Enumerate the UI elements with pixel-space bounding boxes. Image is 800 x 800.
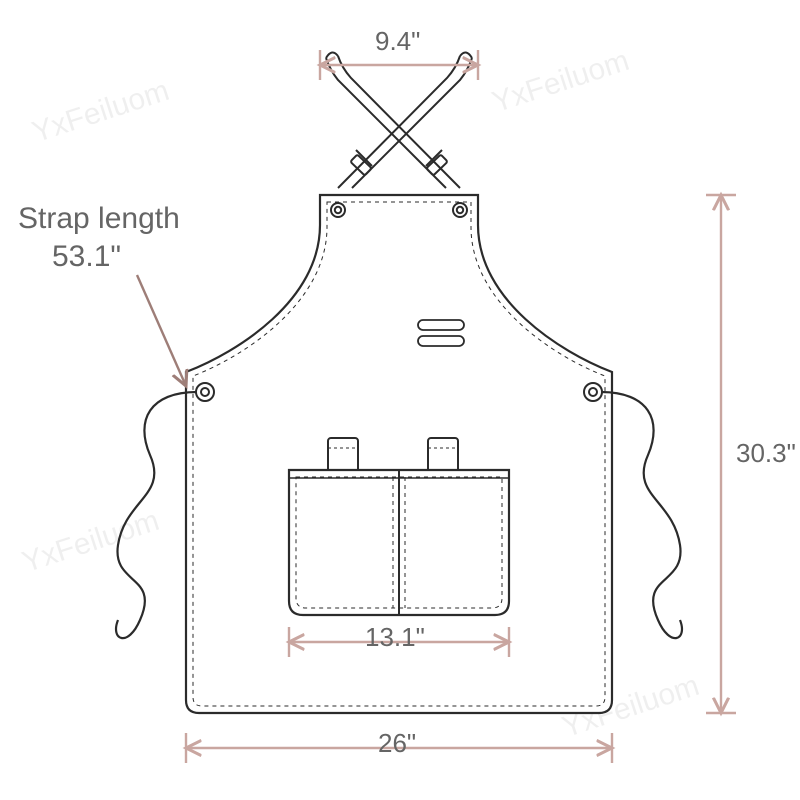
dim-strap-leader [137,275,186,386]
diagram-svg [0,0,800,800]
label-strap-length-line2: 53.1" [18,240,121,273]
label-top-width: 9.4" [375,26,420,57]
label-pocket-width: 13.1" [365,622,425,653]
front-pocket [289,470,509,615]
label-strap-length-line1: Strap length [18,202,180,235]
diagram-stage: YxFeiluom YxFeiluom YxFeiluom YxFeiluom … [0,0,800,800]
dim-height [706,195,736,713]
shoulder-straps [326,52,472,188]
label-full-width: 26" [378,728,416,759]
label-height: 30.3" [736,438,796,469]
label-strap-length: Strap length 53.1" [18,200,180,275]
